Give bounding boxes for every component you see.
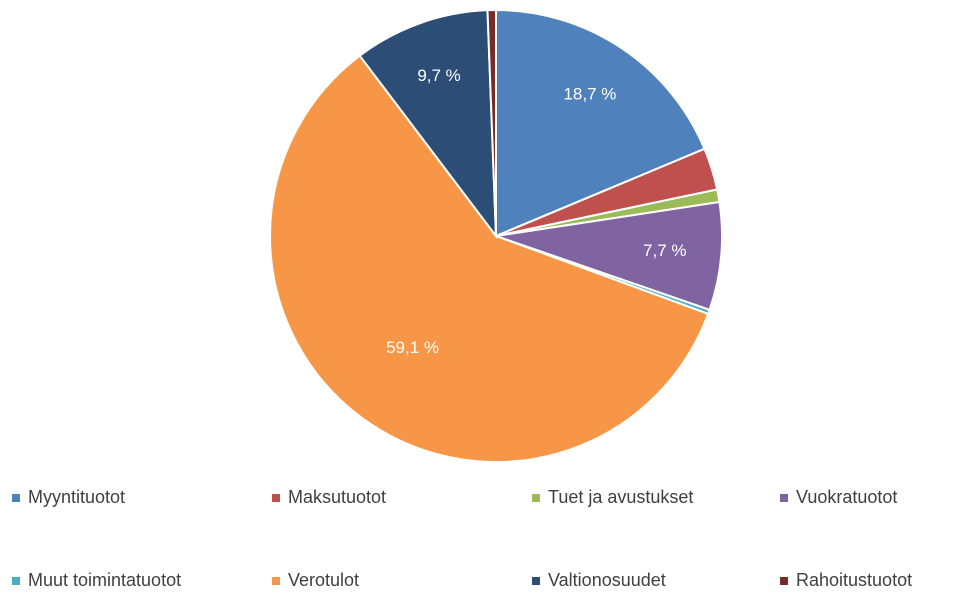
legend-swatch (532, 577, 540, 585)
data-label: 18,7 % (563, 84, 616, 103)
data-label: 9,7 % (417, 66, 460, 85)
legend-swatch (780, 494, 788, 502)
legend-swatch (12, 577, 20, 585)
legend-swatch (12, 494, 20, 502)
pie-slice (495, 200, 723, 312)
pie-slice (495, 8, 706, 238)
legend-label: Valtionosuudet (548, 570, 666, 590)
data-label: 59,1 % (386, 338, 439, 357)
legend-label: Rahoitustuotot (796, 570, 912, 590)
data-label: 7,7 % (643, 241, 686, 260)
legend-swatch (272, 494, 280, 502)
legend-label: Maksutuotot (288, 487, 386, 507)
legend-label: Tuet ja avustukset (548, 487, 693, 507)
legend-label: Muut toimintatuotot (28, 570, 181, 590)
pie-slice (269, 54, 710, 463)
legend-swatch (272, 577, 280, 585)
legend-label: Myyntituotot (28, 487, 125, 507)
pie-slice (486, 8, 497, 237)
legend-swatch (532, 494, 540, 502)
legend-swatch (780, 577, 788, 585)
pie-slice (358, 9, 498, 240)
legend-label: Verotulot (288, 570, 359, 590)
legend-label: Vuokratuotot (796, 487, 897, 507)
